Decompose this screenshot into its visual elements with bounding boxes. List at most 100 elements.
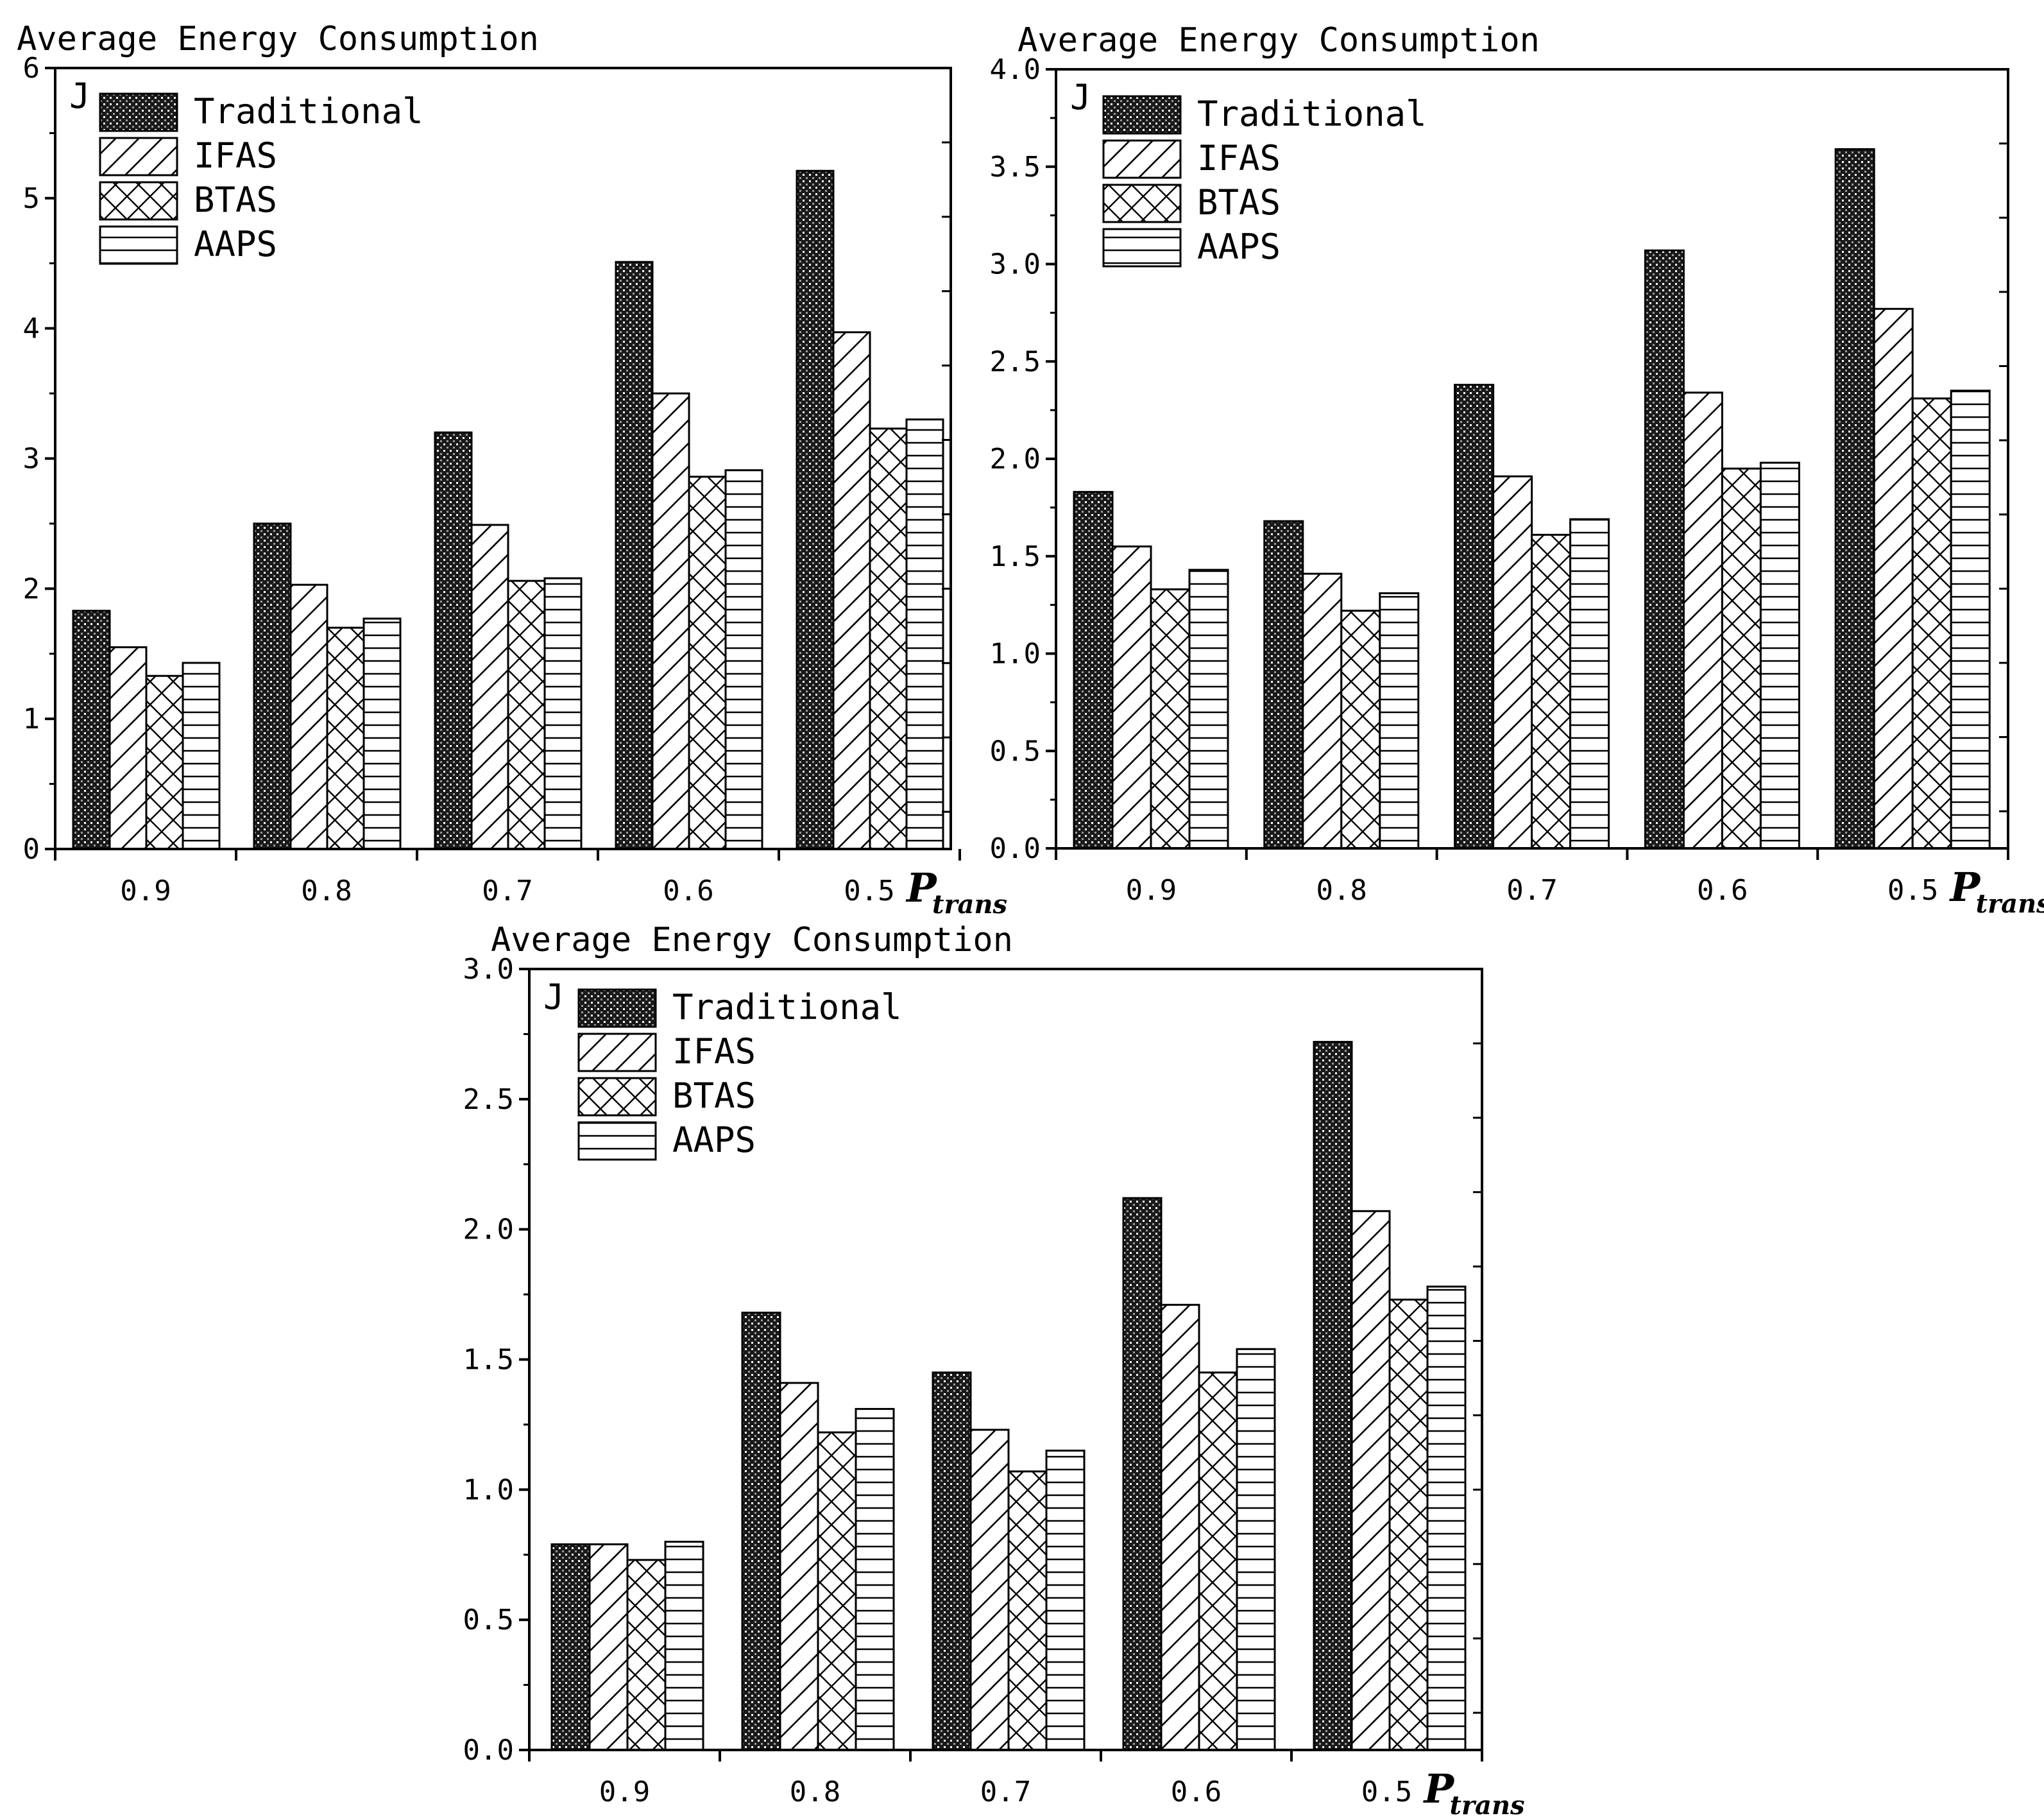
- bar-ifas-0.6: [651, 392, 690, 850]
- y-tick-label: 3.0: [990, 248, 1041, 281]
- legend-label-traditional: Traditional: [672, 987, 902, 1027]
- legend-label-btas: BTAS: [194, 180, 277, 220]
- x-tick-label: 0.9: [120, 875, 171, 907]
- y-unit-label: J: [69, 76, 90, 116]
- bar-btas-0.7: [1531, 533, 1572, 850]
- y-tick-label: 2: [23, 572, 40, 605]
- x-tick-label: 0.7: [482, 875, 532, 907]
- bar-btas-0.7: [1007, 1470, 1048, 1751]
- y-tick-label: 0: [23, 833, 40, 866]
- bar-btas-0.8: [817, 1431, 857, 1751]
- bar-aaps-0.7: [543, 577, 583, 850]
- bar-aaps-0.9: [664, 1540, 704, 1751]
- legend-swatch-aaps: [99, 225, 178, 265]
- bar-traditional-0.8: [741, 1311, 781, 1751]
- x-tick-label: 0.8: [790, 1776, 840, 1808]
- bar-ifas-0.7: [470, 524, 509, 850]
- x-tick-label: 0.8: [1316, 874, 1367, 907]
- y-tick-label: 1.5: [990, 540, 1041, 573]
- legend-label-traditional: Traditional: [1197, 94, 1427, 134]
- bar-aaps-0.8: [1379, 592, 1420, 850]
- chart-title: Average Energy Consumption: [17, 20, 539, 58]
- bar-ifas-0.5: [1873, 307, 1914, 850]
- x-axis-label-subscript: trans: [932, 889, 1007, 920]
- y-tick-label: 0.5: [463, 1604, 514, 1636]
- legend-swatch-btas: [99, 181, 178, 221]
- bar-traditional-0.5: [796, 169, 835, 850]
- bar-btas-0.9: [626, 1559, 667, 1751]
- y-tick-label: 2.5: [990, 345, 1041, 378]
- bar-ifas-0.6: [1682, 391, 1723, 850]
- y-tick-label: 5: [23, 182, 40, 215]
- bar-traditional-0.5: [1313, 1041, 1353, 1751]
- legend-swatch-traditional: [1102, 95, 1182, 135]
- y-tick-label: 2.5: [463, 1083, 514, 1116]
- bar-btas-0.8: [326, 626, 365, 850]
- legend-label-btas: BTAS: [1197, 182, 1281, 223]
- chart-1: Average Energy Consumption 0 1 2 3 4 5 6 0.9 0.8 0…: [17, 20, 1007, 920]
- bar-btas-0.5: [1911, 397, 1952, 850]
- x-axis-label: P: [1423, 1765, 1456, 1812]
- bar-btas-0.6: [1198, 1371, 1238, 1751]
- bar-aaps-0.9: [1188, 569, 1229, 850]
- legend-label-btas: BTAS: [672, 1076, 756, 1116]
- legend-swatch-ifas: [577, 1033, 657, 1072]
- bar-traditional-0.6: [1644, 249, 1685, 850]
- legend-label-aaps: AAPS: [672, 1120, 756, 1160]
- bar-btas-0.9: [145, 674, 184, 850]
- x-axis-label-subscript: trans: [1976, 889, 2044, 919]
- bar-ifas-0.7: [969, 1428, 1010, 1751]
- y-tick-label: 0.5: [990, 735, 1041, 768]
- legend-label-aaps: AAPS: [1197, 227, 1281, 267]
- legend-swatch-btas: [1102, 184, 1182, 223]
- bar-aaps-0.7: [1045, 1449, 1086, 1751]
- legend-swatch-aaps: [577, 1121, 657, 1161]
- x-tick-label: 0.6: [1697, 874, 1748, 907]
- bar-ifas-0.8: [1302, 572, 1343, 850]
- y-tick-label: 6: [23, 52, 40, 85]
- chart-2: Average Energy Consumption 0.0 0.5 1.0 1.5 2.…: [990, 21, 2044, 919]
- x-tick-label: 0.7: [1506, 874, 1557, 907]
- bar-traditional-0.9: [550, 1543, 591, 1751]
- x-tick-label: 0.5: [1887, 874, 1938, 907]
- bar-ifas-0.9: [108, 646, 148, 850]
- x-axis-label-subscript: trans: [1450, 1790, 1525, 1818]
- bar-btas-0.5: [869, 427, 908, 850]
- y-tick-label: 1.0: [463, 1473, 514, 1506]
- bar-btas-0.8: [1340, 610, 1381, 850]
- y-tick-label: 4.0: [990, 53, 1041, 86]
- bar-ifas-0.5: [832, 331, 871, 850]
- bar-traditional-0.6: [1122, 1197, 1163, 1751]
- legend-swatch-traditional: [99, 92, 178, 132]
- bar-btas-0.9: [1150, 588, 1191, 850]
- bar-traditional-0.8: [253, 522, 292, 850]
- legend-label-ifas: IFAS: [672, 1031, 756, 1072]
- bar-aaps-0.6: [1236, 1348, 1276, 1751]
- x-tick-label: 0.9: [1126, 874, 1177, 907]
- bar-ifas-0.9: [1111, 545, 1152, 850]
- bar-aaps-0.9: [182, 662, 221, 850]
- bar-traditional-0.9: [72, 610, 111, 850]
- y-tick-label: 3.0: [463, 953, 514, 986]
- bar-ifas-0.7: [1492, 475, 1533, 850]
- bar-traditional-0.5: [1834, 148, 1875, 850]
- x-tick-label: 0.8: [301, 875, 352, 907]
- bar-traditional-0.9: [1073, 491, 1114, 850]
- bar-btas-0.6: [688, 476, 727, 850]
- y-tick-label: 2.0: [463, 1213, 514, 1246]
- bar-traditional-0.7: [932, 1371, 972, 1751]
- x-tick-label: 0.6: [663, 875, 713, 907]
- chart-title: Average Energy Consumption: [1018, 21, 1540, 60]
- bar-aaps-0.6: [1759, 461, 1800, 850]
- bar-traditional-0.6: [615, 261, 654, 850]
- bar-ifas-0.8: [289, 583, 328, 850]
- legend-swatch-ifas: [99, 137, 178, 176]
- y-tick-label: 2.0: [990, 443, 1041, 476]
- y-tick-label: 3: [23, 443, 40, 476]
- bar-ifas-0.8: [779, 1382, 819, 1751]
- legend-label-ifas: IFAS: [1197, 138, 1281, 178]
- y-tick-label: 1: [23, 703, 40, 735]
- bar-aaps-0.5: [1426, 1285, 1467, 1751]
- x-tick-label: 0.5: [1361, 1776, 1412, 1808]
